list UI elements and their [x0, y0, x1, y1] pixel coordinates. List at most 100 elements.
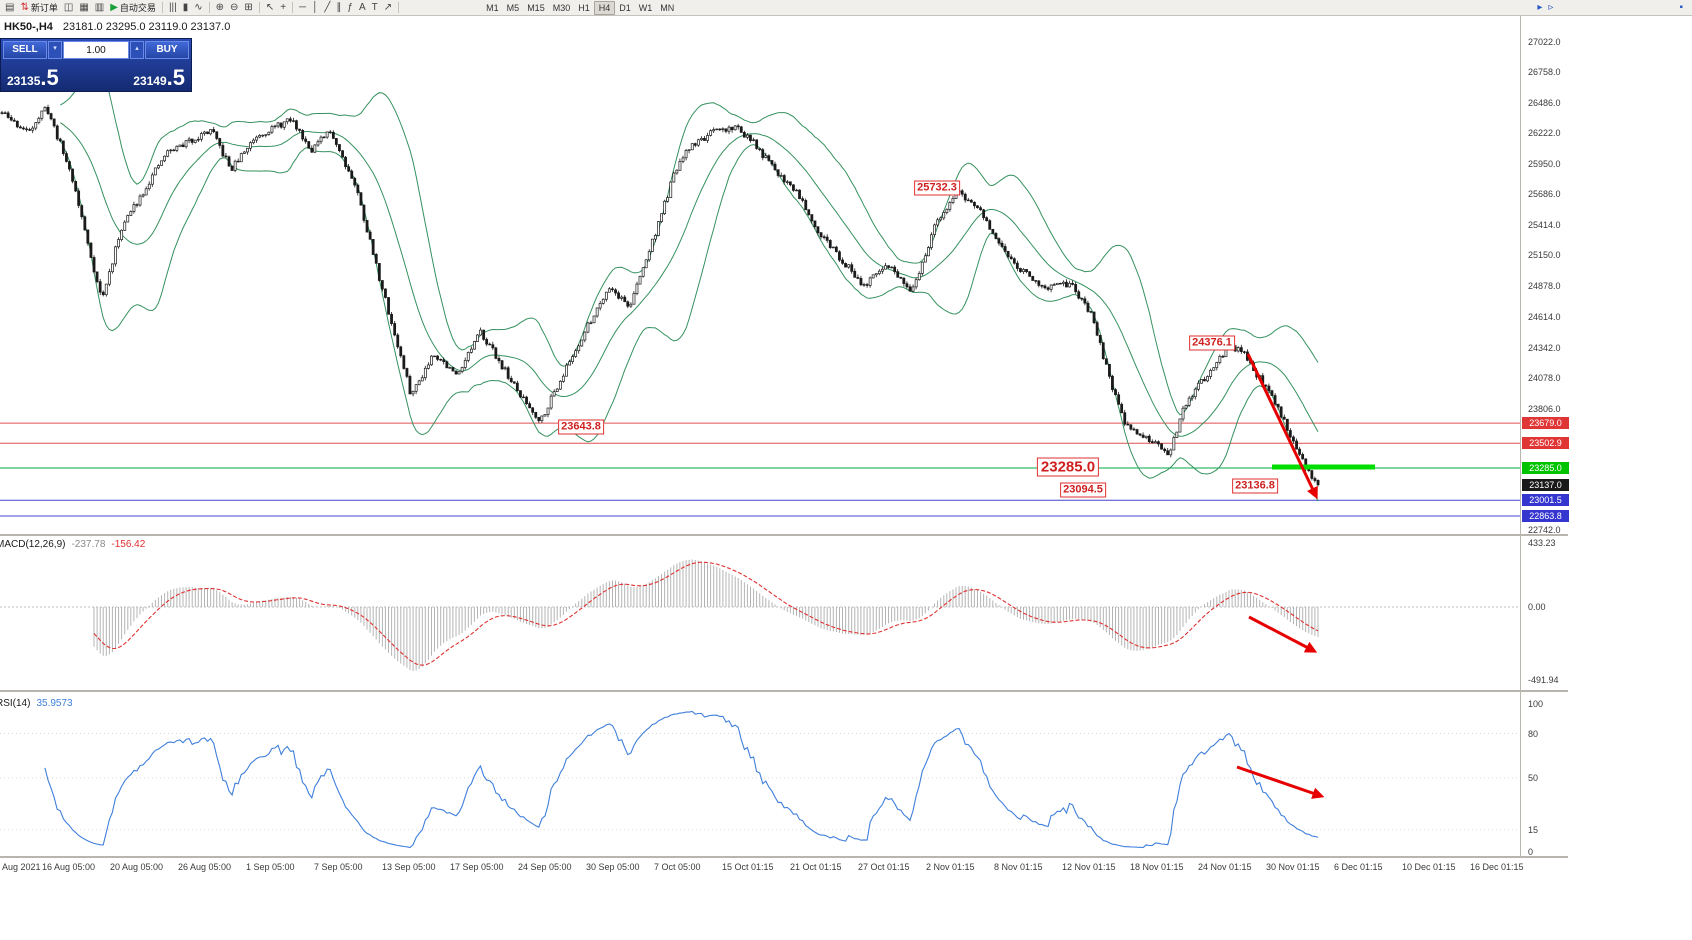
macd-tick-label: 0.00: [1528, 602, 1546, 612]
zoom-in-button[interactable]: ⊕: [213, 1, 227, 15]
price-annotation[interactable]: 24376.1: [1189, 335, 1235, 351]
sell-button[interactable]: SELL: [3, 41, 47, 59]
volume-up-button[interactable]: ▴: [130, 41, 144, 59]
timeframe-h1-button[interactable]: H1: [578, 2, 590, 13]
price-badge: 23502.9: [1522, 437, 1569, 450]
time-axis-label: Aug 2021: [2, 862, 41, 872]
time-axis-label: 26 Aug 05:00: [178, 862, 232, 872]
time-axis-label: 21 Oct 01:15: [790, 862, 842, 872]
time-axis-label: 16 Aug 05:00: [42, 862, 96, 872]
macd-indicator-chart[interactable]: [0, 536, 1520, 692]
sell-price-main: 23135: [7, 74, 41, 88]
new-chart-button[interactable]: ▤: [2, 1, 17, 15]
rsi-tick-label: 15: [1528, 824, 1539, 835]
text-label-button[interactable]: T: [369, 1, 381, 15]
time-axis-label: 20 Aug 05:00: [110, 862, 164, 872]
volume-down-button[interactable]: ▾: [48, 41, 62, 59]
one-click-trading-panel: SELL ▾ ▴ BUY 23135.5 23149.5: [0, 38, 192, 92]
data-window-button[interactable]: ▥: [92, 1, 107, 15]
main-toolbar: ▤ ⇅ 新订单 ◫ ▦ ▥ ▶ 自动交易 ||| ▮ ∿ ⊕ ⊖ ⊞ ↖ + ─ │ ╱ ∥ ƒ A T ↗ M1 M5 M15 M3…: [0, 0, 1692, 16]
panel-separator[interactable]: [0, 534, 1568, 536]
equidistant-channel-button[interactable]: ∥: [333, 1, 344, 15]
price-tick-label: 22742.0: [1528, 524, 1561, 535]
panel-separator[interactable]: [0, 690, 1568, 692]
new-order-button[interactable]: ⇅ 新订单: [17, 1, 60, 15]
price-tick-label: 23806.0: [1528, 403, 1561, 414]
auto-scroll-icon: ▹: [1548, 1, 1554, 13]
timeframe-w1-button[interactable]: W1: [638, 2, 653, 13]
buy-button[interactable]: BUY: [145, 41, 189, 59]
toolbar-separator: [161, 2, 163, 13]
timeframe-m15-button[interactable]: M15: [527, 2, 545, 13]
zoom-in-icon: ⊕: [215, 1, 225, 13]
timeframe-m5-button[interactable]: M5: [506, 2, 520, 13]
vertical-line-button[interactable]: │: [309, 1, 321, 15]
price-tick-label: 25414.0: [1528, 220, 1561, 231]
line-chart-type-icon: ∿: [194, 1, 203, 13]
price-annotation[interactable]: 23136.8: [1232, 478, 1278, 494]
fibonacci-icon: ƒ: [347, 1, 353, 13]
rsi-indicator-chart[interactable]: [0, 694, 1520, 858]
chart-windows-button[interactable]: ◫: [61, 1, 76, 15]
arrows-button[interactable]: ↗: [381, 1, 395, 15]
time-axis-label: 30 Nov 01:15: [1266, 862, 1320, 872]
market-watch-button[interactable]: ▦: [76, 1, 91, 15]
toolbar-separator: [258, 2, 260, 13]
timeframe-d1-button[interactable]: D1: [619, 2, 631, 13]
text-button[interactable]: A: [356, 1, 369, 15]
auto-scroll-button[interactable]: ▹: [1545, 1, 1556, 15]
price-annotation[interactable]: 23643.8: [558, 419, 604, 435]
timeframe-h4-button[interactable]: H4: [593, 0, 616, 15]
chart-header: HK50-,H4 23181.0 23295.0 23119.0 23137.0: [4, 21, 230, 33]
window-menu-icon: ▪: [1679, 1, 1683, 13]
line-chart-type-button[interactable]: ∿: [191, 1, 205, 15]
window-menu-button[interactable]: ▪: [1676, 1, 1686, 15]
time-axis-label: 6 Dec 01:15: [1334, 862, 1383, 872]
macd-signal-value: -156.42: [111, 539, 146, 550]
grid-button[interactable]: ⊞: [241, 1, 255, 15]
rsi-value: 35.9573: [36, 698, 73, 709]
price-tick-label: 26486.0: [1528, 98, 1561, 109]
rsi-name: RSI(14): [0, 698, 31, 709]
new-chart-icon: ▤: [5, 1, 15, 13]
new-order-icon: ⇅: [20, 1, 29, 13]
candle-chart-type-button[interactable]: ▮: [180, 1, 192, 15]
volume-input[interactable]: [63, 41, 129, 59]
auto-trading-button[interactable]: ▶ 自动交易: [107, 1, 159, 15]
fibonacci-button[interactable]: ƒ: [344, 1, 356, 15]
auto-trading-button-label: 自动交易: [119, 3, 156, 13]
timeframe-mn-button[interactable]: MN: [660, 2, 675, 13]
bar-chart-type-button[interactable]: |||: [166, 1, 180, 15]
symbol-period-label: HK50-,H4: [4, 21, 53, 33]
price-annotation[interactable]: 25732.3: [914, 180, 960, 196]
horizontal-line-button[interactable]: ─: [296, 1, 309, 15]
toolbar-separator: [208, 2, 210, 13]
rsi-tick-label: 100: [1528, 699, 1544, 709]
crosshair-icon: +: [280, 1, 287, 13]
price-tick-label: 24614.0: [1528, 311, 1561, 322]
crosshair-button[interactable]: +: [277, 1, 289, 15]
vertical-line-icon: │: [312, 1, 319, 13]
price-annotation[interactable]: 23094.5: [1060, 482, 1106, 498]
cursor-button[interactable]: ↖: [263, 1, 277, 15]
price-axis-separator: [1520, 16, 1521, 858]
price-tick-label: 25150.0: [1528, 250, 1561, 261]
data-window-icon: ▥: [94, 1, 105, 13]
price-tick-label: 24878.0: [1528, 281, 1561, 292]
chart-shift-button[interactable]: ▸: [1534, 1, 1545, 15]
time-axis-label: 8 Nov 01:15: [994, 862, 1043, 872]
zoom-out-button[interactable]: ⊖: [227, 1, 241, 15]
timeframe-m1-button[interactable]: M1: [486, 2, 499, 13]
text-icon: A: [358, 1, 366, 13]
price-badge: 23285.0: [1522, 462, 1569, 474]
rsi-indicator-label: RSI(14) 35.9573: [0, 698, 73, 709]
price-annotation[interactable]: 23285.0: [1036, 457, 1100, 477]
time-axis-label: 27 Oct 01:15: [858, 862, 910, 872]
price-badge: 22863.8: [1522, 510, 1569, 522]
timeframe-m30-button[interactable]: M30: [552, 2, 571, 13]
price-chart[interactable]: [0, 16, 1520, 534]
trendline-button[interactable]: ╱: [321, 1, 333, 15]
macd-tick-label: -491.94: [1528, 674, 1559, 685]
bar-chart-type-icon: |||: [168, 1, 177, 13]
